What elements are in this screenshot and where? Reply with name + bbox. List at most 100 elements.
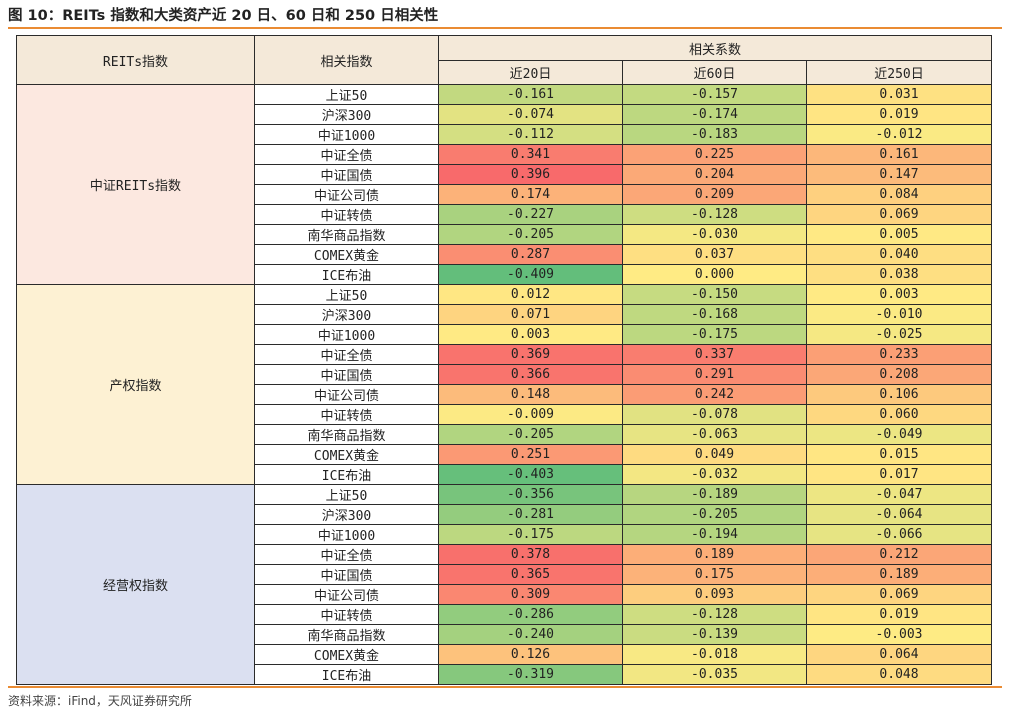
- index-name-cell: 南华商品指数: [254, 224, 439, 245]
- table-row: 中证国债 0.365 0.175 0.189: [17, 564, 992, 585]
- index-name-cell: 南华商品指数: [254, 424, 439, 445]
- table-row: 中证国债 0.366 0.291 0.208: [17, 364, 992, 385]
- value-20d-cell: -0.240: [438, 624, 623, 645]
- value-60d-cell: -0.030: [622, 224, 807, 245]
- value-60d-cell: -0.128: [622, 604, 807, 625]
- value-60d-cell: -0.018: [622, 644, 807, 665]
- value-250d-cell: -0.064: [806, 504, 992, 525]
- value-250d-cell: 0.019: [806, 604, 992, 625]
- value-250d-cell: 0.208: [806, 364, 992, 385]
- index-name-cell: ICE布油: [254, 264, 439, 285]
- related-index-header: 相关指数: [254, 35, 439, 85]
- value-60d-cell: -0.189: [622, 484, 807, 505]
- value-60d-cell: -0.183: [622, 124, 807, 145]
- table-row: 中证公司债 0.174 0.209 0.084: [17, 184, 992, 205]
- value-250d-cell: -0.010: [806, 304, 992, 325]
- index-name-cell: COMEX黄金: [254, 644, 439, 665]
- value-250d-cell: -0.047: [806, 484, 992, 505]
- table-row: 经营权指数 上证50 -0.356 -0.189 -0.047: [16, 484, 992, 685]
- value-20d-cell: 0.174: [438, 184, 623, 205]
- value-250d-cell: 0.017: [806, 464, 992, 485]
- index-name-cell: 中证1000: [254, 524, 439, 545]
- table-row: 沪深300 -0.074 -0.174 0.019: [17, 104, 992, 125]
- value-20d-cell: 0.366: [438, 364, 623, 385]
- table-row: 中证转债 -0.227 -0.128 0.069: [17, 204, 992, 225]
- table-row: COMEX黄金 0.251 0.049 0.015: [17, 444, 992, 465]
- value-60d-cell: -0.174: [622, 104, 807, 125]
- value-250d-cell: 0.189: [806, 564, 992, 585]
- table-row: 中证REITs指数 上证50 -0.161 -0.157 0.031: [16, 84, 992, 285]
- figure-title: 图 10：REITs 指数和大类资产近 20 日、60 日和 250 日相关性: [8, 8, 439, 24]
- value-60d-cell: 0.189: [622, 544, 807, 565]
- value-20d-cell: -0.356: [438, 484, 623, 505]
- value-20d-cell: 0.071: [438, 304, 623, 325]
- value-250d-cell: 0.005: [806, 224, 992, 245]
- value-60d-cell: 0.000: [622, 264, 807, 285]
- index-name-cell: COMEX黄金: [254, 444, 439, 465]
- value-250d-cell: 0.069: [806, 204, 992, 225]
- value-20d-cell: 0.309: [438, 584, 623, 605]
- value-60d-cell: -0.035: [622, 664, 807, 685]
- value-250d-cell: 0.038: [806, 264, 992, 285]
- value-250d-cell: 0.019: [806, 104, 992, 125]
- index-name-cell: 中证国债: [254, 564, 439, 585]
- table-row: 中证1000 0.003 -0.175 -0.025: [17, 324, 992, 345]
- value-250d-cell: 0.031: [806, 84, 992, 105]
- index-name-cell: 中证转债: [254, 604, 439, 625]
- value-250d-cell: 0.003: [806, 284, 992, 305]
- index-name-cell: 上证50: [254, 84, 439, 105]
- value-20d-cell: 0.341: [438, 144, 623, 165]
- index-name-cell: ICE布油: [254, 464, 439, 485]
- value-20d-cell: 0.251: [438, 444, 623, 465]
- value-60d-cell: -0.194: [622, 524, 807, 545]
- value-250d-cell: 0.015: [806, 444, 992, 465]
- value-60d-cell: -0.139: [622, 624, 807, 645]
- value-250d-cell: 0.069: [806, 584, 992, 605]
- value-60d-cell: 0.049: [622, 444, 807, 465]
- value-250d-cell: 0.064: [806, 644, 992, 665]
- index-name-cell: 中证公司债: [254, 184, 439, 205]
- value-20d-cell: -0.286: [438, 604, 623, 625]
- value-60d-cell: 0.337: [622, 344, 807, 365]
- index-name-cell: 中证公司债: [254, 584, 439, 605]
- group-label: 中证REITs指数: [16, 84, 255, 285]
- table-row: 中证转债 -0.009 -0.078 0.060: [17, 404, 992, 425]
- value-20d-cell: -0.409: [438, 264, 623, 285]
- index-name-cell: 上证50: [254, 484, 439, 505]
- reits-index-header: REITs指数: [16, 35, 255, 85]
- value-250d-cell: -0.049: [806, 424, 992, 445]
- table-row: COMEX黄金 0.287 0.037 0.040: [17, 244, 992, 265]
- table-row: 南华商品指数 -0.240 -0.139 -0.003: [17, 624, 992, 645]
- value-250d-cell: 0.048: [806, 664, 992, 685]
- table-row: 中证国债 0.396 0.204 0.147: [17, 164, 992, 185]
- group-label: 经营权指数: [16, 484, 255, 685]
- value-60d-cell: 0.225: [622, 144, 807, 165]
- value-250d-cell: 0.212: [806, 544, 992, 565]
- value-20d-cell: -0.205: [438, 424, 623, 445]
- period-header-20d: 近20日: [438, 60, 623, 85]
- value-60d-cell: 0.175: [622, 564, 807, 585]
- index-name-cell: 南华商品指数: [254, 624, 439, 645]
- value-250d-cell: 0.161: [806, 144, 992, 165]
- value-20d-cell: -0.112: [438, 124, 623, 145]
- table-row: 南华商品指数 -0.205 -0.030 0.005: [17, 224, 992, 245]
- value-20d-cell: 0.012: [438, 284, 623, 305]
- table-row: 中证转债 -0.286 -0.128 0.019: [17, 604, 992, 625]
- period-header-60d: 近60日: [622, 60, 807, 85]
- period-header-250d: 近250日: [806, 60, 992, 85]
- value-20d-cell: 0.148: [438, 384, 623, 405]
- value-60d-cell: 0.242: [622, 384, 807, 405]
- correlation-table: REITs指数 相关指数 相关系数 近20日 近60日 近250日 中证REIT…: [16, 35, 992, 685]
- index-name-cell: ICE布油: [254, 664, 439, 685]
- index-name-cell: 中证全债: [254, 544, 439, 565]
- table-row: 中证全债 0.341 0.225 0.161: [17, 144, 992, 165]
- value-60d-cell: -0.128: [622, 204, 807, 225]
- value-250d-cell: 0.106: [806, 384, 992, 405]
- table-row: 中证公司债 0.148 0.242 0.106: [17, 384, 992, 405]
- value-60d-cell: -0.150: [622, 284, 807, 305]
- value-250d-cell: 0.233: [806, 344, 992, 365]
- value-250d-cell: -0.003: [806, 624, 992, 645]
- value-20d-cell: 0.003: [438, 324, 623, 345]
- index-name-cell: COMEX黄金: [254, 244, 439, 265]
- bottom-rule: [8, 686, 1002, 688]
